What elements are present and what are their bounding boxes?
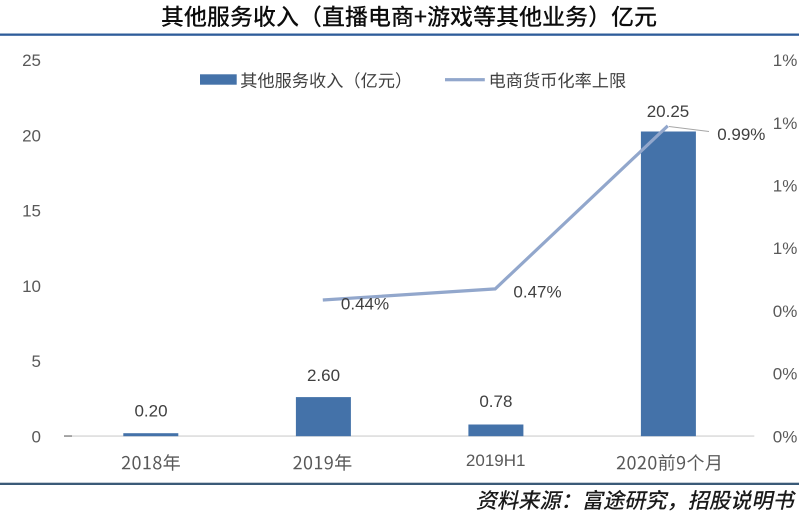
- svg-text:1%: 1%: [773, 114, 798, 133]
- svg-text:15: 15: [22, 202, 41, 221]
- svg-text:10: 10: [22, 277, 41, 296]
- svg-text:5: 5: [32, 352, 41, 371]
- svg-text:0%: 0%: [773, 365, 798, 384]
- svg-text:0%: 0%: [773, 427, 798, 446]
- svg-text:1%: 1%: [773, 51, 798, 70]
- svg-text:0.99%: 0.99%: [717, 125, 765, 144]
- svg-text:2.60: 2.60: [307, 366, 340, 385]
- svg-text:0.20: 0.20: [134, 401, 167, 420]
- svg-text:25: 25: [22, 51, 41, 70]
- svg-text:2019H1: 2019H1: [466, 451, 526, 470]
- svg-text:1%: 1%: [773, 239, 798, 258]
- svg-text:20.25: 20.25: [647, 102, 690, 121]
- svg-text:20: 20: [22, 126, 41, 145]
- svg-text:0.78: 0.78: [479, 392, 512, 411]
- svg-text:1%: 1%: [773, 177, 798, 196]
- svg-text:0.47%: 0.47%: [513, 283, 561, 302]
- svg-text:0.44%: 0.44%: [341, 295, 389, 314]
- svg-text:0%: 0%: [773, 302, 798, 321]
- svg-text:0: 0: [32, 427, 41, 446]
